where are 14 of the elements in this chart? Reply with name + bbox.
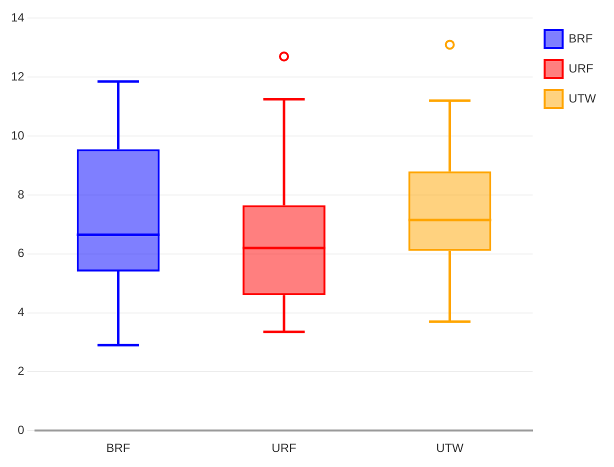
- y-tick-label: 8: [18, 187, 25, 202]
- y-tick-label: 4: [18, 305, 25, 320]
- x-tick-label: URF: [272, 441, 296, 456]
- y-tick-label: 2: [18, 364, 25, 378]
- legend-label: BRF: [568, 31, 593, 46]
- y-tick-label: 14: [10, 10, 25, 25]
- legend-label: URF: [568, 61, 594, 76]
- y-tick-label: 6: [18, 246, 25, 260]
- x-tick-label: BRF: [106, 441, 130, 456]
- x-tick-label: UTW: [436, 441, 464, 456]
- y-tick-label: 12: [10, 69, 25, 84]
- y-tick-label: 0: [18, 422, 25, 437]
- y-tick-label: 10: [10, 128, 25, 142]
- legend-label: UTW: [568, 91, 597, 106]
